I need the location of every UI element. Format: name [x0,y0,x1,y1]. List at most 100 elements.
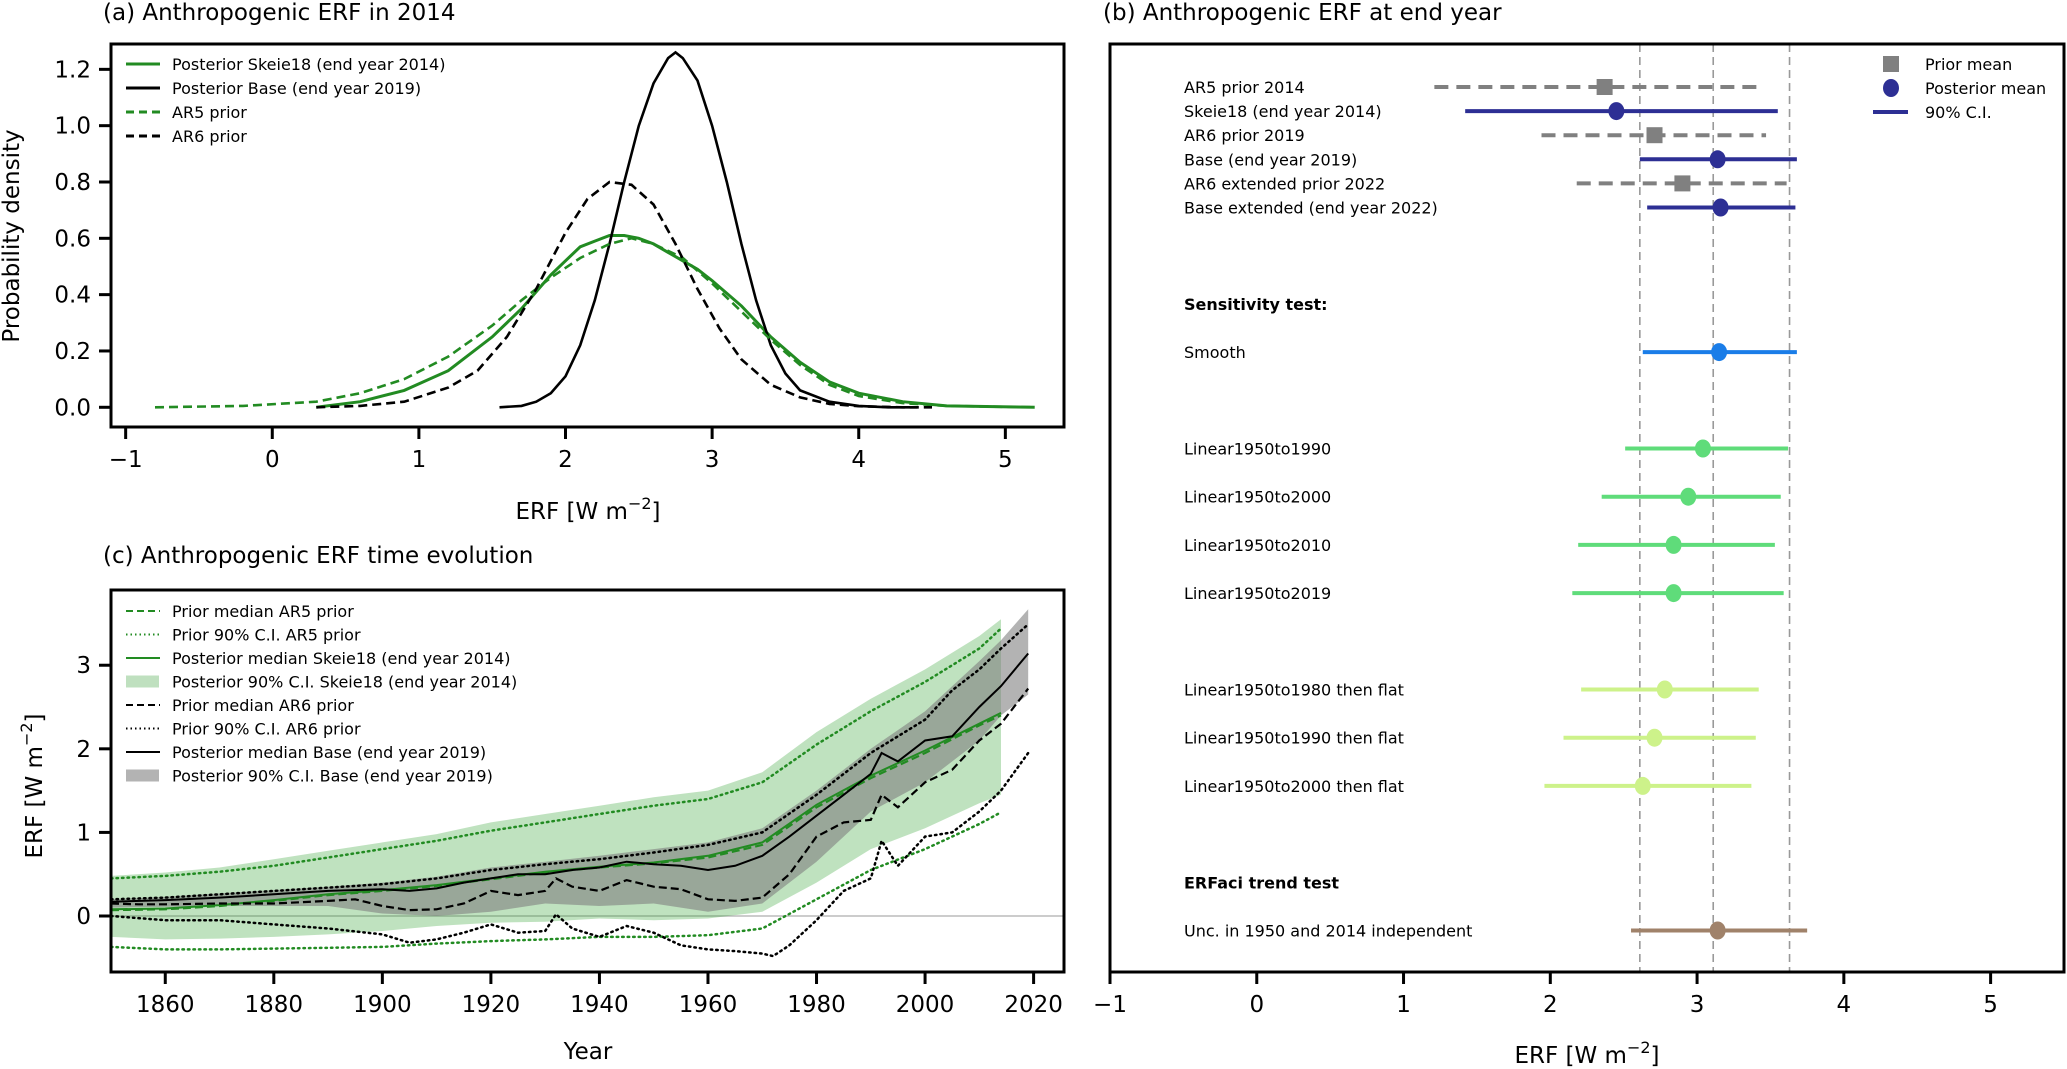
panel-a-plot-area [154,50,1035,409]
panel-b-x-tick-label: 3 [1690,992,1705,1018]
panel-c-legend-label-1: Prior 90% C.I. AR5 prior [172,626,361,645]
panel-c-x-tick-label: 2020 [1004,992,1063,1018]
panel-b-x-tick-label: 0 [1249,992,1264,1018]
panel-c-series-line-1 [111,627,1003,880]
panel-a-y-ticks: 0.0 0.2 0.4 0.6 0.8 1.0 1.2 [54,57,111,421]
panel-a-y-tick-label: 1.2 [54,57,91,83]
panel-b-posterior-mean-marker-7 [1711,343,1728,362]
panel-a-x-tick-label: 1 [412,447,427,473]
panel-c-legend-label-7: Posterior 90% C.I. Base (end year 2019) [172,767,493,786]
panel-a-erf-2014: (a) Anthropogenic ERF in 2014 −1 0 1 2 3 4 5 0… [0,0,1066,525]
panel-a-title: (a) Anthropogenic ERF in 2014 [103,0,456,26]
panel-a-x-ticks: −1 0 1 2 3 4 5 [109,427,1013,473]
panel-b-row-label-5: Base extended (end year 2022) [1184,199,1438,218]
panel-b-row-label-1: Skeie18 (end year 2014) [1184,102,1382,121]
panel-b-legend-label-2: 90% C.I. [1925,103,1992,122]
panel-a-x-tick-label: 2 [558,447,573,473]
panel-c-y-axis-label: ERF [W m−2] [17,713,48,858]
panel-c-x-tick-label: 2000 [896,992,955,1018]
panel-a-x-tick-label: 3 [705,447,720,473]
panel-b-row-label-2: AR6 prior 2019 [1184,126,1305,145]
panel-b-posterior-mean-marker-5 [1712,198,1729,217]
panel-c-time-evolution: (c) Anthropogenic ERF time evolution 186… [17,543,1066,1065]
panel-a-y-axis-label: Probability density [0,129,25,342]
panel-b-posterior-mean-marker-14 [1634,776,1651,795]
panel-c-y-tick-label: 3 [76,653,91,679]
panel-b-prior-mean-marker-2 [1646,127,1663,144]
panel-c-legend-label-0: Prior median AR5 prior [172,602,354,621]
panel-c-y-ticks: 0 1 2 3 [76,653,111,930]
panel-b-x-tick-label: −1 [1093,992,1127,1018]
panel-b-posterior-mean-marker-12 [1656,680,1673,699]
panel-c-legend-label-4: Prior median AR6 prior [172,696,354,715]
panel-c-series-line-2 [111,811,1003,951]
panel-a-series-line-3 [316,180,932,409]
panel-c-legend-label-6: Posterior median Base (end year 2019) [172,743,486,762]
panel-b-x-tick-label: 4 [1837,992,1852,1018]
panel-a-y-tick-label: 0.8 [54,170,91,196]
panel-b-plot-area: AR5 prior 2014 Skeie18 (end year 2014) AR6… [1184,44,1808,972]
panel-b-prior-mean-marker-0 [1596,79,1613,95]
panel-b-row-label-3: Base (end year 2019) [1184,150,1357,169]
panel-c-series-line-7 [111,652,1029,903]
panel-c-x-tick-label: 1900 [353,992,412,1018]
panel-b-legend-circle-icon [1883,79,1899,97]
panel-c-series-line-5 [111,623,1030,901]
panel-a-legend-label-3: AR6 prior [172,127,247,146]
panel-a-x-tick-label: −1 [109,447,143,473]
panel-a-series-line-1 [499,50,918,409]
panel-b-row-label-14: Linear1950to2000 then flat [1184,777,1404,796]
panel-b-posterior-mean-marker-11 [1665,584,1682,603]
panel-c-x-tick-label: 1960 [679,992,738,1018]
panel-c-legend: Prior median AR5 prior Prior 90% C.I. AR5… [126,602,517,786]
panel-c-x-axis-label: Year [563,1039,613,1065]
panel-a-legend-label-0: Posterior Skeie18 (end year 2014) [172,55,445,74]
panel-c-series-line-4 [111,687,1030,912]
panel-c-x-tick-label: 1880 [245,992,304,1018]
panel-b-x-ticks: −1 0 1 2 3 4 5 [1093,972,1998,1018]
panel-a-legend: Posterior Skeie18 (end year 2014) Posteri… [126,55,445,146]
panel-c-legend-label-3: Posterior 90% C.I. Skeie18 (end year 201… [172,673,517,692]
panel-a-legend-label-1: Posterior Base (end year 2019) [172,79,421,98]
panel-a-x-tick-label: 4 [851,447,866,473]
panel-b-row-label-15: ERFaci trend test [1184,873,1339,892]
panel-c-legend-label-5: Prior 90% C.I. AR6 prior [172,720,361,739]
panel-b-row-label-0: AR5 prior 2014 [1184,78,1305,97]
panel-c-x-tick-label: 1920 [462,992,521,1018]
panel-a-y-tick-label: 0.6 [54,226,91,252]
panel-a-y-tick-label: 0.4 [54,283,91,309]
panel-b-row-label-8: Linear1950to1990 [1184,440,1331,459]
panel-a-y-tick-label: 1.0 [54,114,91,140]
panel-a-legend-label-2: AR5 prior [172,103,247,122]
panel-c-x-tick-label: 1860 [136,992,195,1018]
panel-b-x-axis-label: ERF [W m−2] [1514,1038,1659,1069]
panel-b-x-tick-label: 1 [1396,992,1411,1018]
panel-c-plot-area [111,609,1064,958]
panel-c-title: (c) Anthropogenic ERF time evolution [103,543,533,569]
panel-b-posterior-mean-marker-8 [1694,439,1711,458]
panel-b-x-tick-label: 2 [1543,992,1558,1018]
panel-c-legend-label-2: Posterior median Skeie18 (end year 2014) [172,649,511,668]
panel-a-y-tick-label: 0.2 [54,339,91,365]
panel-b-x-tick-label: 5 [1983,992,1998,1018]
panel-b-row-label-10: Linear1950to2010 [1184,536,1331,555]
panel-b-row-label-16: Unc. in 1950 and 2014 independent [1184,922,1472,941]
panel-b-row-label-6: Sensitivity test: [1184,295,1328,314]
panel-c-x-tick-label: 1940 [570,992,629,1018]
panel-b-row-label-9: Linear1950to2000 [1184,488,1331,507]
panel-b-legend: Prior mean Posterior mean 90% C.I. [1873,55,2046,122]
panel-b-legend-label-1: Posterior mean [1925,79,2046,98]
panel-b-posterior-mean-marker-3 [1709,150,1726,169]
panel-b-row-label-12: Linear1950to1980 then flat [1184,681,1404,700]
panel-a-y-tick-label: 0.0 [54,395,91,421]
panel-b-legend-square-icon [1883,56,1899,72]
panel-b-posterior-mean-marker-9 [1680,487,1697,506]
panel-b-legend-label-0: Prior mean [1925,55,2012,74]
panel-b-row-label-4: AR6 extended prior 2022 [1184,174,1385,193]
panel-b-posterior-mean-marker-16 [1709,921,1726,940]
panel-b-posterior-mean-marker-1 [1608,102,1625,121]
panel-c-legend-swatch-7 [126,769,159,782]
panel-b-frame [1108,42,2066,974]
panel-b-title: (b) Anthropogenic ERF at end year [1103,0,1502,26]
